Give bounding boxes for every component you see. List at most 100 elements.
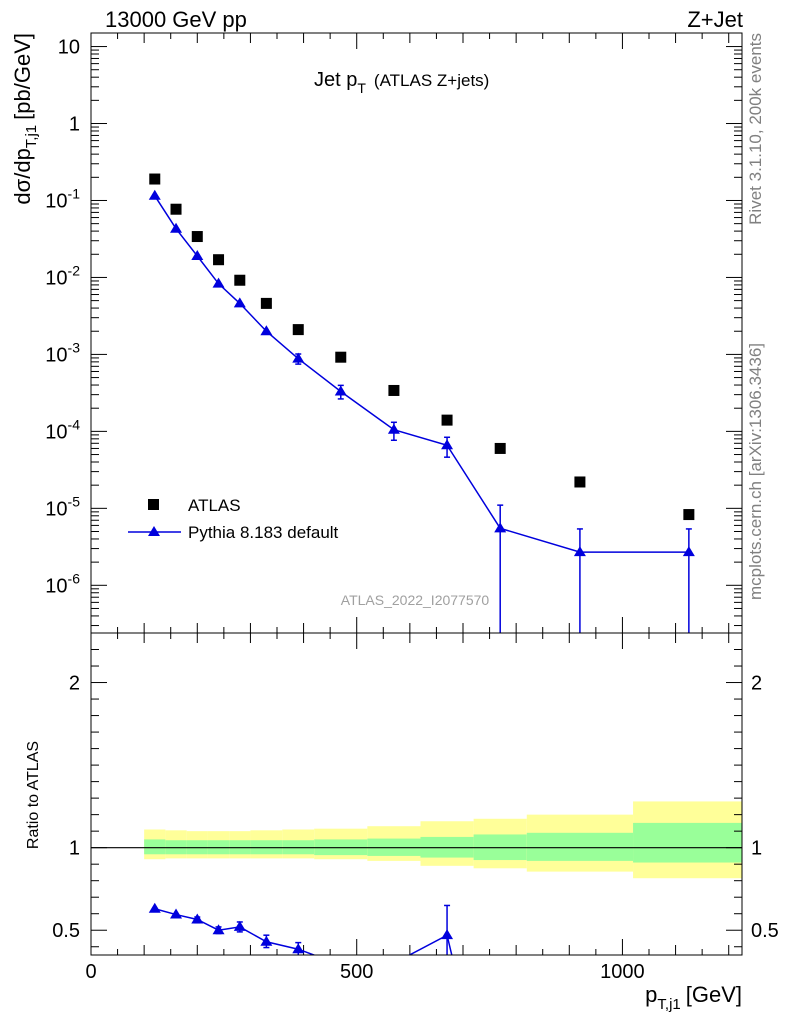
y-tick-exponent: -1 — [68, 185, 81, 201]
data-point — [335, 351, 347, 363]
main-frame — [90, 32, 743, 634]
ratio-axis-label: Ratio to ATLAS — [25, 741, 42, 849]
y-tick-base: 10 — [45, 267, 67, 289]
y-tick-exponent: -3 — [68, 339, 81, 355]
ratio-frame — [90, 632, 743, 956]
y-axis-label-main: dσ/dp — [10, 148, 35, 204]
legend-data-label: ATLAS — [188, 496, 241, 515]
x-tick-label: 0 — [85, 961, 96, 983]
ratio-bands — [91, 801, 742, 879]
data-point — [494, 442, 506, 454]
axis-ticks — [90, 33, 742, 955]
ratio-point — [212, 924, 225, 935]
mc-point — [233, 297, 246, 308]
legend-data-marker — [148, 499, 159, 510]
data-point — [149, 173, 161, 185]
ratio-tick-label-left: 0.5 — [52, 920, 80, 942]
chart-title: Jet pT (ATLAS Z+jets) — [314, 69, 489, 96]
ratio-point — [191, 913, 204, 924]
x-tick-label: 500 — [340, 961, 373, 983]
y-tick-label: 10-6 — [45, 570, 80, 597]
ratio-point — [148, 902, 161, 913]
ratio-tick-label-left: 2 — [69, 673, 80, 695]
data-point — [683, 509, 695, 521]
y-axis-label-sub: T,j1 — [23, 125, 40, 148]
energy-label: 13000 GeV pp — [105, 7, 247, 32]
legend: ATLAS Pythia 8.183 default — [128, 496, 339, 542]
mc-point — [191, 249, 204, 260]
y-axis-label-unit: [pb/GeV] — [10, 33, 35, 120]
band-inner — [144, 839, 166, 855]
process-label: Z+Jet — [687, 7, 743, 32]
mc-point — [387, 423, 400, 434]
y-tick-exponent: -2 — [68, 262, 81, 278]
ratio-tick-label-right: 0.5 — [751, 920, 779, 942]
y-tick-label: 10-2 — [45, 262, 80, 289]
ratio-tick-label-right: 1 — [751, 838, 762, 860]
mc-point — [573, 546, 586, 557]
x-axis-label-sub: T,j1 — [657, 996, 680, 1013]
y-tick-base: 10 — [45, 575, 67, 597]
x-axis-label-main: p — [645, 982, 657, 1007]
legend-mc-marker — [148, 526, 160, 536]
ratio-point — [170, 908, 183, 919]
data-point — [170, 203, 182, 215]
mc-point — [212, 277, 225, 288]
ratio-series — [148, 902, 454, 967]
data-point — [260, 297, 272, 309]
ratio-point — [260, 935, 273, 946]
data-series — [149, 173, 695, 521]
mc-point — [682, 546, 695, 557]
mc-series — [148, 189, 695, 633]
y-tick-label: 10-3 — [45, 339, 80, 366]
mc-point — [148, 189, 161, 200]
x-axis-label-unit: [GeV] — [686, 982, 742, 1007]
ratio-point — [388, 957, 400, 967]
mc-point — [260, 325, 273, 336]
mc-point — [334, 385, 347, 396]
y-tick-exponent: -4 — [68, 416, 81, 432]
y-tick-label: 10-1 — [45, 185, 80, 212]
data-point — [441, 414, 453, 426]
mc-point — [494, 522, 507, 533]
y-tick-label: 1 — [69, 114, 80, 136]
y-tick-exponent: -6 — [68, 570, 81, 586]
y-tick-label: 10-4 — [45, 416, 80, 443]
y-tick-label: 10 — [58, 37, 80, 59]
data-point — [191, 231, 203, 243]
y-tick-label: 10-5 — [45, 493, 80, 520]
mc-point — [170, 222, 183, 233]
chart-title-sub: T — [357, 80, 366, 96]
ratio-point — [292, 943, 305, 954]
chart-title-tail: (ATLAS Z+jets) — [374, 71, 489, 90]
y-tick-base: 10 — [45, 498, 67, 520]
y-tick-base: 1 — [69, 114, 80, 136]
ratio-point — [233, 920, 246, 931]
mc-point — [441, 439, 454, 450]
data-point — [292, 324, 304, 336]
legend-mc-label: Pythia 8.183 default — [188, 523, 339, 542]
y-axis-label: dσ/dpT,j1 [pb/GeV] — [10, 33, 40, 205]
band-inner — [633, 822, 742, 863]
chart-title-main: Jet p — [314, 69, 357, 91]
x-axis-label: pT,j1 [GeV] — [645, 982, 742, 1013]
x-tick-label: 1000 — [600, 961, 645, 983]
data-point — [213, 254, 225, 266]
band-inner — [526, 832, 634, 861]
data-point — [234, 274, 246, 286]
y-tick-base: 10 — [58, 37, 80, 59]
data-point — [388, 384, 400, 396]
ratio-tick-label-left: 1 — [69, 838, 80, 860]
ratio-tick-label-right: 2 — [751, 673, 762, 695]
analysis-watermark: ATLAS_2022_I2077570 — [341, 592, 490, 608]
y-tick-base: 10 — [45, 344, 67, 366]
y-tick-exponent: -5 — [68, 493, 81, 509]
rivet-label: Rivet 3.1.10, 200k events — [746, 33, 765, 225]
y-tick-base: 10 — [45, 190, 67, 212]
source-label: mcplots.cern.ch [arXiv:1306.3436] — [746, 343, 765, 600]
y-tick-base: 10 — [45, 421, 67, 443]
ratio-point — [441, 929, 454, 940]
mc-point — [292, 352, 305, 363]
